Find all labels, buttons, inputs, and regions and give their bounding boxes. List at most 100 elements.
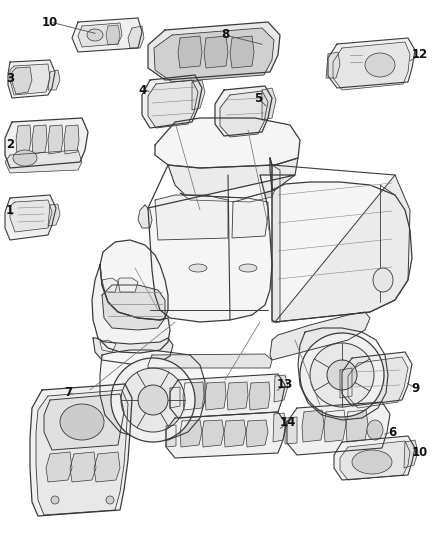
Polygon shape [298,328,388,420]
Polygon shape [148,22,280,80]
Polygon shape [274,375,288,402]
Polygon shape [205,382,226,410]
Ellipse shape [106,496,114,504]
Ellipse shape [365,53,395,77]
Polygon shape [178,36,202,68]
Polygon shape [328,38,415,88]
Polygon shape [180,420,202,447]
Polygon shape [16,125,31,154]
Text: 10: 10 [42,15,58,28]
Polygon shape [287,402,390,455]
Polygon shape [72,18,142,52]
Polygon shape [348,357,408,408]
Polygon shape [118,278,138,292]
Circle shape [327,360,357,390]
Polygon shape [78,23,122,47]
Polygon shape [154,28,274,82]
Polygon shape [70,452,96,482]
Text: 6: 6 [388,425,396,439]
Polygon shape [166,412,286,458]
Polygon shape [220,91,268,137]
Polygon shape [192,80,205,110]
Polygon shape [128,26,144,48]
Polygon shape [204,36,228,68]
Polygon shape [215,86,272,136]
Polygon shape [340,368,352,398]
Polygon shape [36,390,128,515]
Ellipse shape [239,264,257,272]
Ellipse shape [87,29,103,41]
Polygon shape [93,338,173,364]
Polygon shape [102,285,165,330]
Polygon shape [148,175,295,322]
Polygon shape [273,413,287,442]
Polygon shape [10,200,52,232]
Polygon shape [326,52,340,78]
Ellipse shape [352,450,392,474]
Polygon shape [404,440,418,468]
Polygon shape [100,350,205,440]
Polygon shape [170,387,180,408]
Polygon shape [64,125,79,154]
Polygon shape [285,417,297,444]
Circle shape [121,368,185,432]
Text: 14: 14 [280,416,296,430]
Polygon shape [100,240,168,320]
Text: 7: 7 [64,385,72,399]
Polygon shape [44,394,124,450]
Ellipse shape [51,496,59,504]
Polygon shape [324,410,346,442]
Polygon shape [166,425,176,447]
Polygon shape [10,64,50,95]
Polygon shape [227,382,248,410]
Polygon shape [32,125,47,154]
Polygon shape [230,36,254,68]
Polygon shape [224,420,246,447]
Polygon shape [155,118,300,168]
Polygon shape [270,158,412,322]
Polygon shape [275,175,410,322]
Polygon shape [5,195,56,240]
Polygon shape [232,198,268,238]
Text: 12: 12 [412,49,428,61]
Polygon shape [346,410,368,442]
Polygon shape [48,70,60,90]
Ellipse shape [60,404,104,440]
Text: 13: 13 [277,378,293,392]
Polygon shape [138,205,152,228]
Polygon shape [168,158,298,198]
Polygon shape [170,374,285,418]
Text: 1: 1 [6,204,14,216]
Polygon shape [106,25,120,45]
Polygon shape [340,441,410,480]
Polygon shape [30,384,132,516]
Polygon shape [270,312,370,360]
Text: 4: 4 [139,84,147,96]
Circle shape [111,358,195,442]
Circle shape [138,385,168,415]
Circle shape [310,343,374,407]
Polygon shape [48,204,60,226]
Ellipse shape [13,150,37,166]
Text: 3: 3 [6,71,14,85]
Polygon shape [180,190,275,202]
Polygon shape [148,354,272,368]
Polygon shape [246,420,268,447]
Polygon shape [94,452,120,482]
Ellipse shape [367,420,383,440]
Polygon shape [48,125,63,154]
Text: 9: 9 [411,382,419,394]
Polygon shape [183,382,204,410]
Polygon shape [92,265,170,353]
Circle shape [300,333,384,417]
Ellipse shape [373,268,393,292]
Polygon shape [142,75,202,128]
Text: 5: 5 [254,92,262,104]
Polygon shape [302,410,324,442]
Text: 8: 8 [221,28,229,42]
Polygon shape [262,88,276,120]
Polygon shape [342,352,412,406]
Polygon shape [148,80,198,128]
Polygon shape [202,420,224,447]
Text: 2: 2 [6,139,14,151]
